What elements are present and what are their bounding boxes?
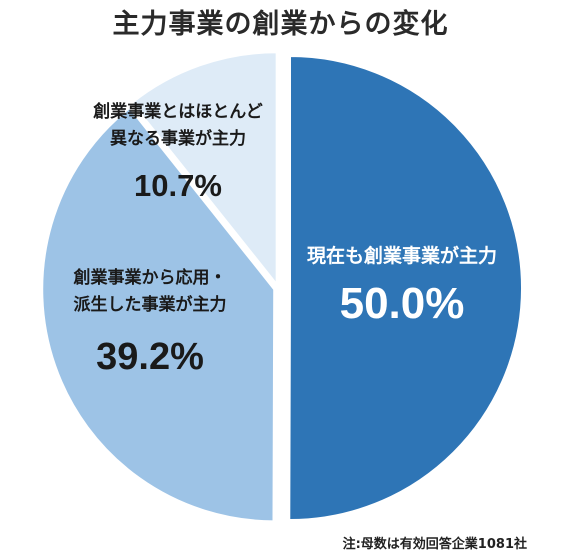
slice-value-label: 10.7% [134,168,222,203]
pie-slice [288,55,523,522]
slice-label: 異なる事業が主力 [110,128,246,149]
slice-label: 創業事業とはほとんど [92,101,263,122]
pie-labels: 現在も創業事業が主力 50.0% 創業事業から応用・派生した事業が主力 39.2% 創業… [73,101,498,378]
slice-value-label: 50.0% [340,279,465,328]
slice-label: 創業事業から応用・ [73,267,227,288]
slice-label: 現在も創業事業が主力 [307,244,497,267]
slice-value-label: 39.2% [96,336,204,378]
slice-label: 派生した事業が主力 [74,294,227,315]
pie-slices [41,51,523,523]
pie-slice [41,106,276,523]
pie-slice [130,51,278,288]
sample-size-note: 注:母数は有効回答企業1081社 [342,537,527,552]
chart-title: 主力事業の創業からの変化 [112,9,449,40]
